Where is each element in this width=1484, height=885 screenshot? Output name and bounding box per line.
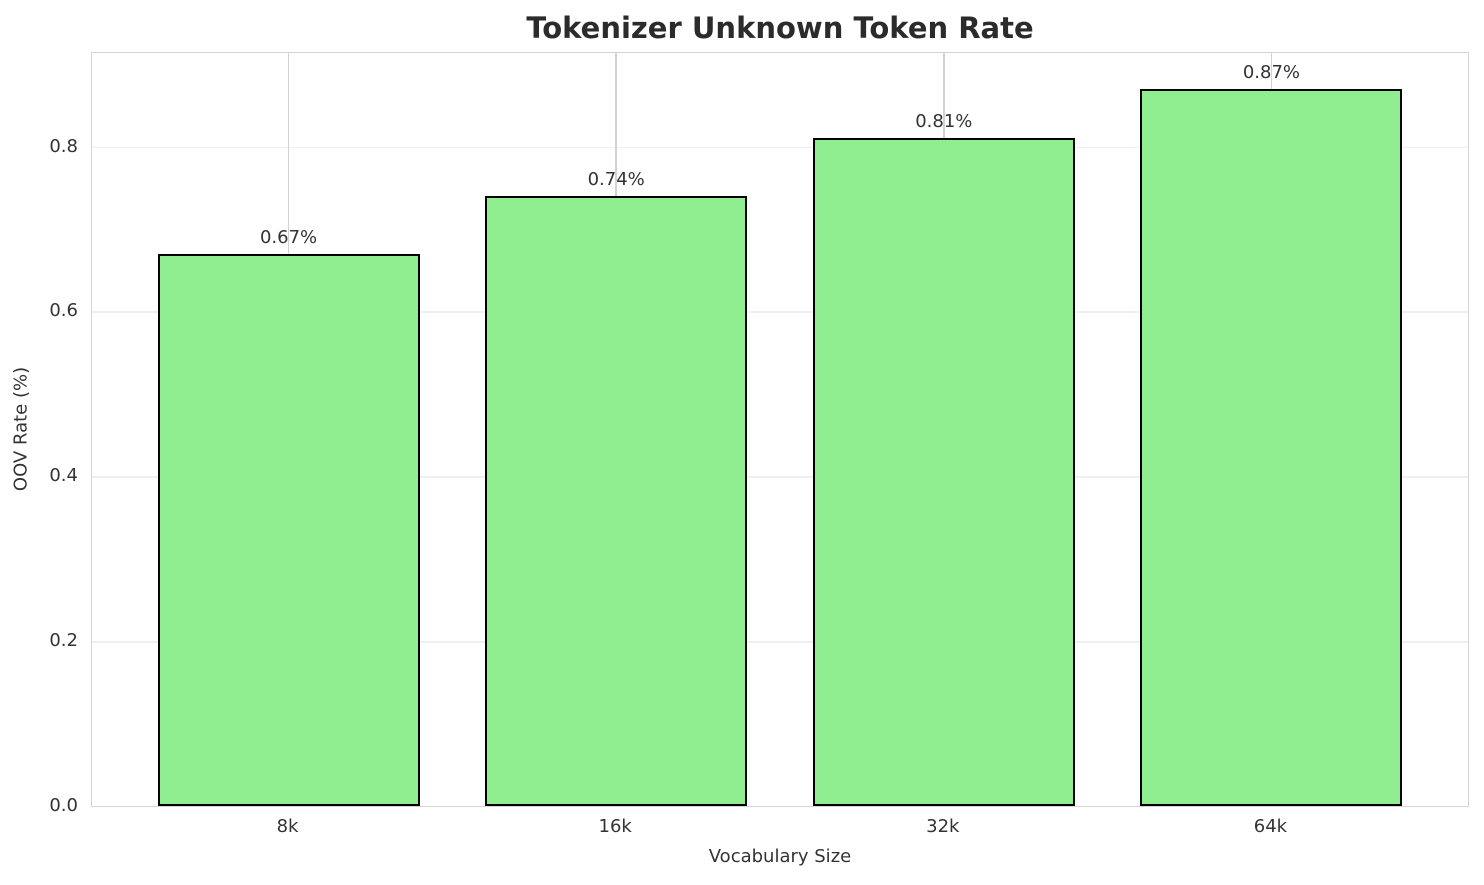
y-tick-label: 0.6: [49, 300, 78, 322]
x-axis-label: Vocabulary Size: [708, 846, 852, 867]
bar: [485, 196, 748, 806]
x-tick-label: 8k: [276, 816, 299, 837]
bar: [1140, 88, 1403, 806]
horizontal-gridline: [92, 146, 1468, 149]
y-tick-label: 0.4: [49, 465, 78, 487]
horizontal-gridline: [92, 476, 1468, 478]
bar-value-label: 0.67%: [259, 226, 318, 248]
bar: [812, 138, 1075, 806]
y-tick-label: 0.8: [49, 135, 78, 157]
bar-value-label: 0.74%: [587, 169, 645, 191]
chart-title: Tokenizer Unknown Token Rate: [526, 11, 1034, 45]
x-tick-label: 32k: [926, 816, 960, 837]
x-tick-label: 16k: [598, 816, 632, 837]
bar-value-label: 0.87%: [1242, 61, 1301, 83]
bar: [157, 253, 420, 806]
y-tick-label: 0.2: [49, 630, 78, 652]
horizontal-gridline: [92, 311, 1468, 313]
bar-value-label: 0.81%: [915, 111, 973, 133]
x-tick-label: 64k: [1253, 816, 1288, 837]
plot-area: 0.67% 0.74% 0.81% 0.87%: [91, 52, 1469, 807]
y-tick-label: 0.0: [49, 795, 78, 816]
horizontal-gridline: [92, 641, 1468, 643]
